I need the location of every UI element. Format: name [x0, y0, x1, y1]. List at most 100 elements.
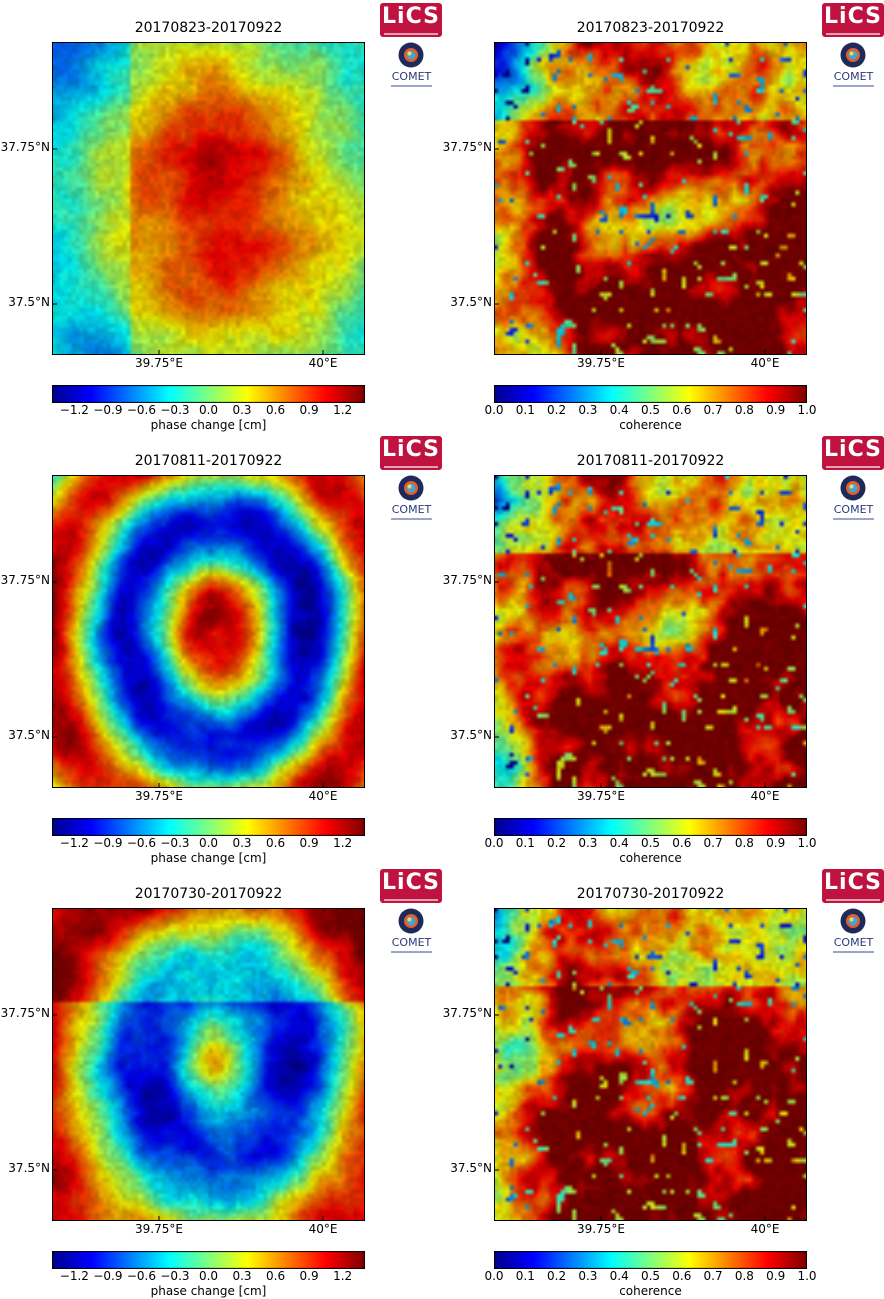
- y-tick-label: 37.5°N: [450, 728, 492, 742]
- interferogram-map: [52, 475, 365, 788]
- map-frame: [52, 908, 365, 1221]
- colorbar-tick-label: 0.8: [734, 836, 754, 850]
- colorbar-tick-label: −0.9: [93, 836, 123, 850]
- comet-logo-tagline: [391, 951, 432, 953]
- phase-change-panel: 20170730-20170922 37.75°N 37.5°N 39.75°E 40°…: [0, 866, 442, 1299]
- coherence-map: [494, 42, 807, 355]
- x-tick-label: 39.75°E: [135, 356, 183, 370]
- lics-logo-underline: [384, 466, 438, 468]
- x-tick-label: 40°E: [750, 789, 780, 803]
- colorbar-tick-label: 0.5: [640, 1269, 661, 1283]
- x-tick-label: 39.75°E: [577, 356, 625, 370]
- comet-logo-text: COMET: [391, 936, 432, 949]
- lics-logo-underline: [384, 33, 438, 35]
- colorbar-tick-label: 0.7: [703, 403, 723, 417]
- colorbar: [52, 385, 365, 403]
- coherence-panel: 20170730-20170922 37.75°N 37.5°N 39.75°E 40°…: [442, 866, 884, 1299]
- lics-logo-underline: [826, 466, 880, 468]
- comet-logo-tagline: [833, 518, 874, 520]
- colorbar-label: phase change [cm]: [150, 418, 267, 432]
- colorbar-tick-label: 1.2: [333, 1269, 353, 1283]
- y-tick-label: 37.5°N: [450, 1161, 492, 1175]
- colorbar-label: phase change [cm]: [150, 1284, 267, 1298]
- lics-logo-text: LiCS: [382, 437, 440, 462]
- colorbar-tick-label: 1.0: [797, 1269, 817, 1283]
- colorbar-tick-label: 0.3: [232, 1269, 252, 1283]
- lics-logo-underline: [826, 33, 880, 35]
- colorbar-tick-label: 0.6: [672, 403, 692, 417]
- comet-logo: COMET: [831, 42, 876, 90]
- colorbar-tick-label: 0.6: [672, 836, 692, 850]
- colorbar-label: coherence: [619, 1284, 682, 1298]
- colorbar: [52, 818, 365, 836]
- colorbar: [494, 1251, 807, 1269]
- lics-logo: LiCS: [822, 436, 884, 470]
- colorbar-label: coherence: [619, 851, 682, 865]
- comet-globe-icon: [398, 475, 424, 501]
- x-tick-label: 40°E: [308, 789, 338, 803]
- colorbar-tick-label: 0.6: [672, 1269, 692, 1283]
- phase-change-panel: 20170823-20170922 37.75°N 37.5°N 39.75°E 40°…: [0, 0, 442, 433]
- colorbar-tick-label: −0.3: [160, 403, 190, 417]
- x-tick-label: 39.75°E: [577, 1222, 625, 1236]
- map-frame: [52, 42, 365, 355]
- colorbar-tick-label: 0.8: [734, 403, 754, 417]
- colorbar-tick-label: 1.0: [797, 403, 817, 417]
- colorbar-tick-label: 0.1: [515, 403, 535, 417]
- map-frame: [494, 908, 807, 1221]
- coherence-panel: 20170823-20170922 37.75°N 37.5°N 39.75°E 40°…: [442, 0, 884, 433]
- chart-title: 20170730-20170922: [134, 886, 283, 902]
- y-tick-label: 37.75°N: [442, 1006, 492, 1020]
- colorbar-tick-label: 0.1: [515, 836, 535, 850]
- colorbar-tick-label: 0.2: [547, 836, 567, 850]
- colorbar-tick-label: 0.4: [609, 403, 629, 417]
- x-tick-label: 40°E: [308, 1222, 338, 1236]
- comet-globe-icon: [840, 908, 866, 934]
- colorbar-tick-label: 0.9: [766, 403, 786, 417]
- comet-logo: COMET: [831, 475, 876, 523]
- phase-change-panel: 20170811-20170922 37.75°N 37.5°N 39.75°E 40°…: [0, 433, 442, 866]
- x-tick-label: 40°E: [750, 356, 780, 370]
- comet-globe-icon: [840, 475, 866, 501]
- chart-title: 20170823-20170922: [134, 20, 283, 36]
- colorbar-tick-label: 0.4: [609, 1269, 629, 1283]
- colorbar-tick-label: 0.7: [703, 1269, 723, 1283]
- lics-logo-text: LiCS: [382, 4, 440, 29]
- y-tick-label: 37.75°N: [0, 573, 50, 587]
- colorbar-label: phase change [cm]: [150, 851, 267, 865]
- colorbar-tick-label: −0.3: [160, 836, 190, 850]
- y-tick-label: 37.75°N: [0, 1006, 50, 1020]
- lics-logo: LiCS: [380, 3, 442, 37]
- lics-logo-text: LiCS: [824, 437, 882, 462]
- colorbar-tick-label: −0.3: [160, 1269, 190, 1283]
- comet-logo-tagline: [391, 518, 432, 520]
- x-tick-label: 40°E: [750, 1222, 780, 1236]
- x-tick-label: 39.75°E: [135, 1222, 183, 1236]
- colorbar-tick-label: 1.0: [797, 836, 817, 850]
- colorbar-tick-label: 0.7: [703, 836, 723, 850]
- colorbar-tick-label: −1.2: [59, 1269, 89, 1283]
- colorbar: [494, 818, 807, 836]
- colorbar-tick-label: 0.5: [640, 836, 661, 850]
- colorbar-tick-label: 0.3: [578, 403, 598, 417]
- colorbar-tick-label: 0.9: [299, 1269, 319, 1283]
- colorbar-tick-label: 0.0: [484, 836, 504, 850]
- comet-logo: COMET: [831, 908, 876, 956]
- colorbar-tick-label: 0.3: [232, 403, 252, 417]
- colorbar-tick-label: 0.0: [198, 403, 219, 417]
- comet-logo: COMET: [389, 908, 434, 956]
- y-tick-label: 37.5°N: [8, 728, 50, 742]
- lics-logo-text: LiCS: [824, 4, 882, 29]
- colorbar: [494, 385, 807, 403]
- y-tick-label: 37.5°N: [8, 1161, 50, 1175]
- lics-logo: LiCS: [822, 869, 884, 903]
- colorbar-tick-label: 0.2: [547, 1269, 567, 1283]
- chart-title: 20170730-20170922: [576, 886, 725, 902]
- x-tick-label: 39.75°E: [135, 789, 183, 803]
- comet-globe-icon: [398, 42, 424, 68]
- comet-globe-icon: [840, 42, 866, 68]
- colorbar-tick-label: 0.1: [515, 1269, 535, 1283]
- map-frame: [494, 475, 807, 788]
- y-tick-label: 37.75°N: [0, 140, 50, 154]
- x-tick-label: 40°E: [308, 356, 338, 370]
